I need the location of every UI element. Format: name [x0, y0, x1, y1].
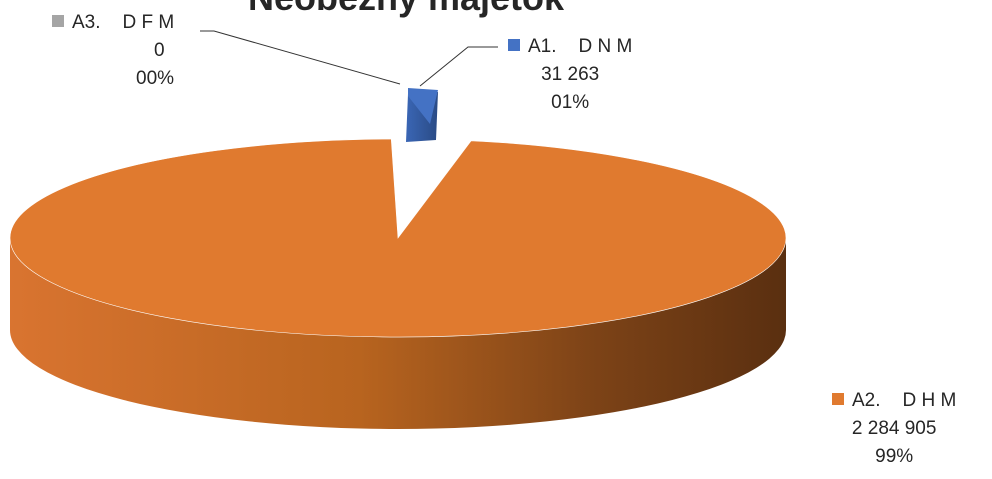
slice-name: D F M [122, 12, 175, 33]
slice-code: A3. [72, 12, 101, 33]
legend-swatch-a3 [52, 15, 64, 27]
slice-name: D H M [902, 390, 957, 411]
slice-a1 [408, 88, 438, 124]
leader-lines [200, 30, 498, 87]
pie-slices [9, 88, 787, 429]
slice-code: A2. [852, 390, 881, 411]
slice-a2 [9, 138, 787, 338]
legend-swatch-a2 [832, 393, 844, 405]
legend-swatch-a1 [508, 39, 520, 51]
data-label-a1: A1. D N M 31 263 01% [508, 33, 632, 117]
slice-name: D N M [578, 36, 633, 57]
slice-code: A1. [528, 36, 557, 57]
slice-value: 0 [154, 40, 165, 61]
slice-side-a2 [10, 238, 786, 429]
slice-percent: 00% [136, 68, 175, 89]
data-label-a2: A2. D H M 2 284 905 99% [832, 387, 956, 471]
slice-percent: 01% [551, 92, 590, 113]
chart-title: Neobežný majetok [196, 0, 616, 19]
leader-line-a1 [419, 46, 498, 87]
data-label-a3: A3. D F M 0 00% [52, 9, 174, 93]
slice-value: 31 263 [541, 64, 600, 85]
leader-line-a3 [200, 30, 401, 85]
slice-value: 2 284 905 [851, 418, 937, 439]
slice-percent: 99% [875, 446, 914, 467]
